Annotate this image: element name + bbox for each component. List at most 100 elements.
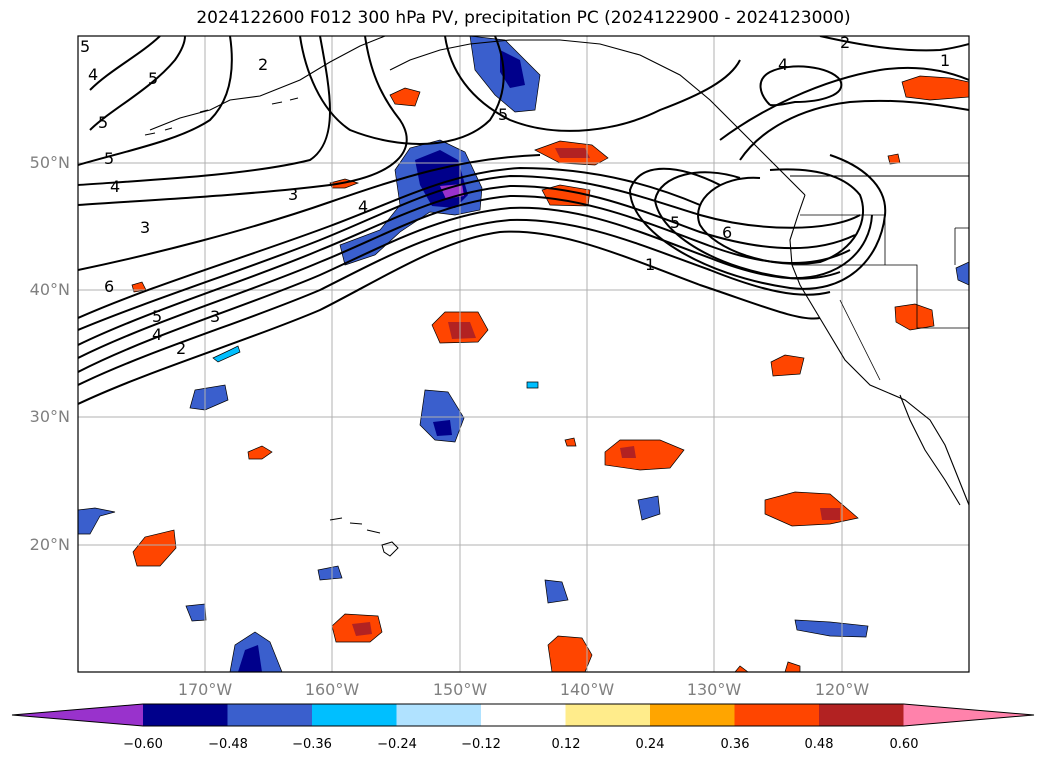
colorbar-segment (312, 704, 397, 726)
contour-label: 5 (148, 69, 158, 88)
contour-label: 4 (152, 325, 162, 344)
pos-area-5-core (620, 446, 636, 458)
pv-contour-2 (78, 218, 831, 386)
contour-label: 5 (98, 113, 108, 132)
lon-label: 160°W (304, 680, 360, 699)
pos-area-10 (901, 75, 969, 101)
pos-area-13 (247, 445, 273, 460)
pv-contour-6 (78, 174, 861, 331)
contour-label: 5 (152, 307, 162, 326)
neg-area-30n-core (433, 420, 452, 436)
pos-area-3 (541, 184, 591, 207)
neg-area-small-8 (526, 381, 539, 389)
colorbar-tick-label: 0.36 (720, 737, 750, 752)
colorbar-tick-label: −0.60 (123, 737, 163, 752)
colorbar-tick-label: 0.60 (889, 737, 919, 752)
contour-label: 4 (88, 65, 98, 84)
neg-area-small-1 (317, 565, 343, 581)
pv-contour-8 (78, 154, 541, 271)
pv-contour-3 (78, 206, 841, 373)
pv-contour-15 (444, 36, 741, 132)
lon-label: 120°W (814, 680, 870, 699)
map-background (78, 36, 969, 672)
contour-label: 4 (358, 197, 368, 216)
pv-contour-13 (89, 36, 186, 131)
neg-area-gulf-alaska-core (500, 50, 525, 88)
neg-area-small-6 (955, 261, 969, 286)
colorbar-segment (650, 704, 735, 726)
contour-label: 5 (498, 105, 508, 124)
lon-label: 150°W (432, 680, 488, 699)
colorbar-segment (819, 704, 904, 726)
colorbar-tick-label: 0.24 (635, 737, 665, 752)
colorbar-segment (565, 704, 651, 726)
lon-label: 130°W (686, 680, 742, 699)
colorbar-tick-label: 0.48 (804, 737, 834, 752)
contour-label: 4 (778, 55, 788, 74)
lat-label: 20°N (29, 535, 70, 554)
contour-label: 5 (80, 37, 90, 56)
contour-labels: 5 4 5 2 5 5 4 3 4 3 6 5 4 3 2 5 6 1 4 2 … (80, 33, 950, 358)
pv-contour-20 (739, 99, 969, 161)
neg-area-13n-a-core (238, 645, 262, 672)
contour-label: 3 (288, 185, 298, 204)
colorbar-tick-label: −0.12 (461, 737, 501, 752)
pos-area-7 (132, 529, 177, 567)
contour-label: 5 (670, 213, 680, 232)
colorbar-segment (396, 704, 482, 726)
contour-label: 5 (104, 149, 114, 168)
pos-area-19 (784, 661, 801, 672)
pv-contour-17 (653, 171, 873, 280)
aleutian-islands (144, 97, 299, 136)
pv-contour-21 (719, 66, 969, 141)
lat-label: 30°N (29, 407, 70, 426)
pos-area-4 (389, 87, 421, 107)
contour-label: 1 (645, 255, 655, 274)
colorbar-tick-label: 0.12 (551, 737, 581, 752)
pv-contour-11 (78, 36, 331, 186)
colorbar-tick-label: −0.24 (377, 737, 417, 752)
colorbar-segment (903, 704, 1034, 726)
hawaii-islands (329, 517, 399, 557)
pos-area-9 (547, 635, 593, 672)
contour-label: 1 (940, 51, 950, 70)
neg-area-small-3 (544, 579, 569, 604)
contour-label: 2 (176, 339, 186, 358)
contour-label: 3 (140, 218, 150, 237)
map-title: 2024122600 F012 300 hPa PV, precipitatio… (196, 8, 851, 28)
pos-area-1-core (448, 322, 476, 339)
colorbar-tick-label: −0.48 (208, 737, 248, 752)
colorbar-segments (12, 704, 1034, 726)
pv-contour-10 (78, 36, 233, 166)
colorbar-segment (734, 704, 820, 726)
pv-contour-22 (819, 36, 969, 52)
colorbar-segment (12, 704, 143, 726)
pv-contour-12 (89, 36, 161, 91)
pv-contour-5 (78, 184, 856, 346)
colorbar-segment (143, 704, 228, 726)
pv-contour-1-south (78, 230, 821, 405)
precip-positive-areas (131, 75, 969, 672)
pos-area-18 (734, 665, 749, 672)
neg-area-small-4 (637, 495, 661, 521)
pos-area-2-core (555, 148, 590, 158)
pv-contour-16 (697, 168, 865, 265)
neg-area-small-7 (212, 345, 241, 363)
baja-coast (899, 394, 961, 506)
colorbar (11, 703, 1035, 727)
pos-area-12 (770, 354, 805, 377)
colorbar-tick-label: −0.36 (292, 737, 332, 752)
lat-label: 50°N (29, 153, 70, 172)
pv-contours (78, 36, 969, 405)
pos-area-11 (894, 303, 935, 331)
coastlines (144, 36, 969, 557)
colorbar-outline (11, 703, 1035, 727)
colorbar-segment (227, 704, 313, 726)
neg-area-30n (419, 389, 465, 443)
neg-area-w30n (189, 384, 229, 411)
colorbar-segment (481, 704, 566, 726)
neg-area-small-5 (794, 619, 869, 638)
neg-area-small-2 (185, 603, 207, 622)
